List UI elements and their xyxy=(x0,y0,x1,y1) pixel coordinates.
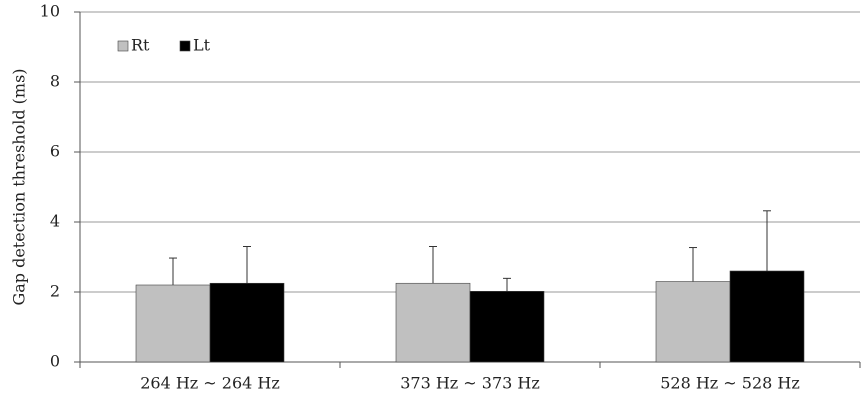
y-tick-label: 8 xyxy=(50,72,60,91)
x-tick-label: 528 Hz ~ 528 Hz xyxy=(660,374,800,393)
bar xyxy=(655,281,731,363)
y-tick-label: 4 xyxy=(50,212,60,231)
error-bar xyxy=(503,277,511,292)
y-tick-label: 10 xyxy=(40,2,60,21)
x-tick-label: 373 Hz ~ 373 Hz xyxy=(400,374,540,393)
legend-label: Rt xyxy=(131,36,150,55)
legend-swatch xyxy=(117,40,129,52)
legend-label: Lt xyxy=(193,36,211,55)
y-axis-label: Gap detection threshold (ms) xyxy=(10,68,29,305)
y-tick-label: 2 xyxy=(50,282,60,301)
y-tick-label: 0 xyxy=(50,352,60,371)
error-bar xyxy=(429,246,437,284)
error-bar xyxy=(763,210,771,271)
bar xyxy=(135,284,211,363)
error-bar xyxy=(243,246,251,284)
x-tick-label: 264 Hz ~ 264 Hz xyxy=(140,374,280,393)
error-bar xyxy=(689,247,697,282)
error-bar xyxy=(169,257,177,285)
bar xyxy=(469,290,545,363)
bar xyxy=(395,282,471,363)
bar xyxy=(729,270,805,363)
bar xyxy=(209,282,285,363)
legend-swatch xyxy=(179,40,191,52)
y-tick-label: 6 xyxy=(50,142,60,161)
